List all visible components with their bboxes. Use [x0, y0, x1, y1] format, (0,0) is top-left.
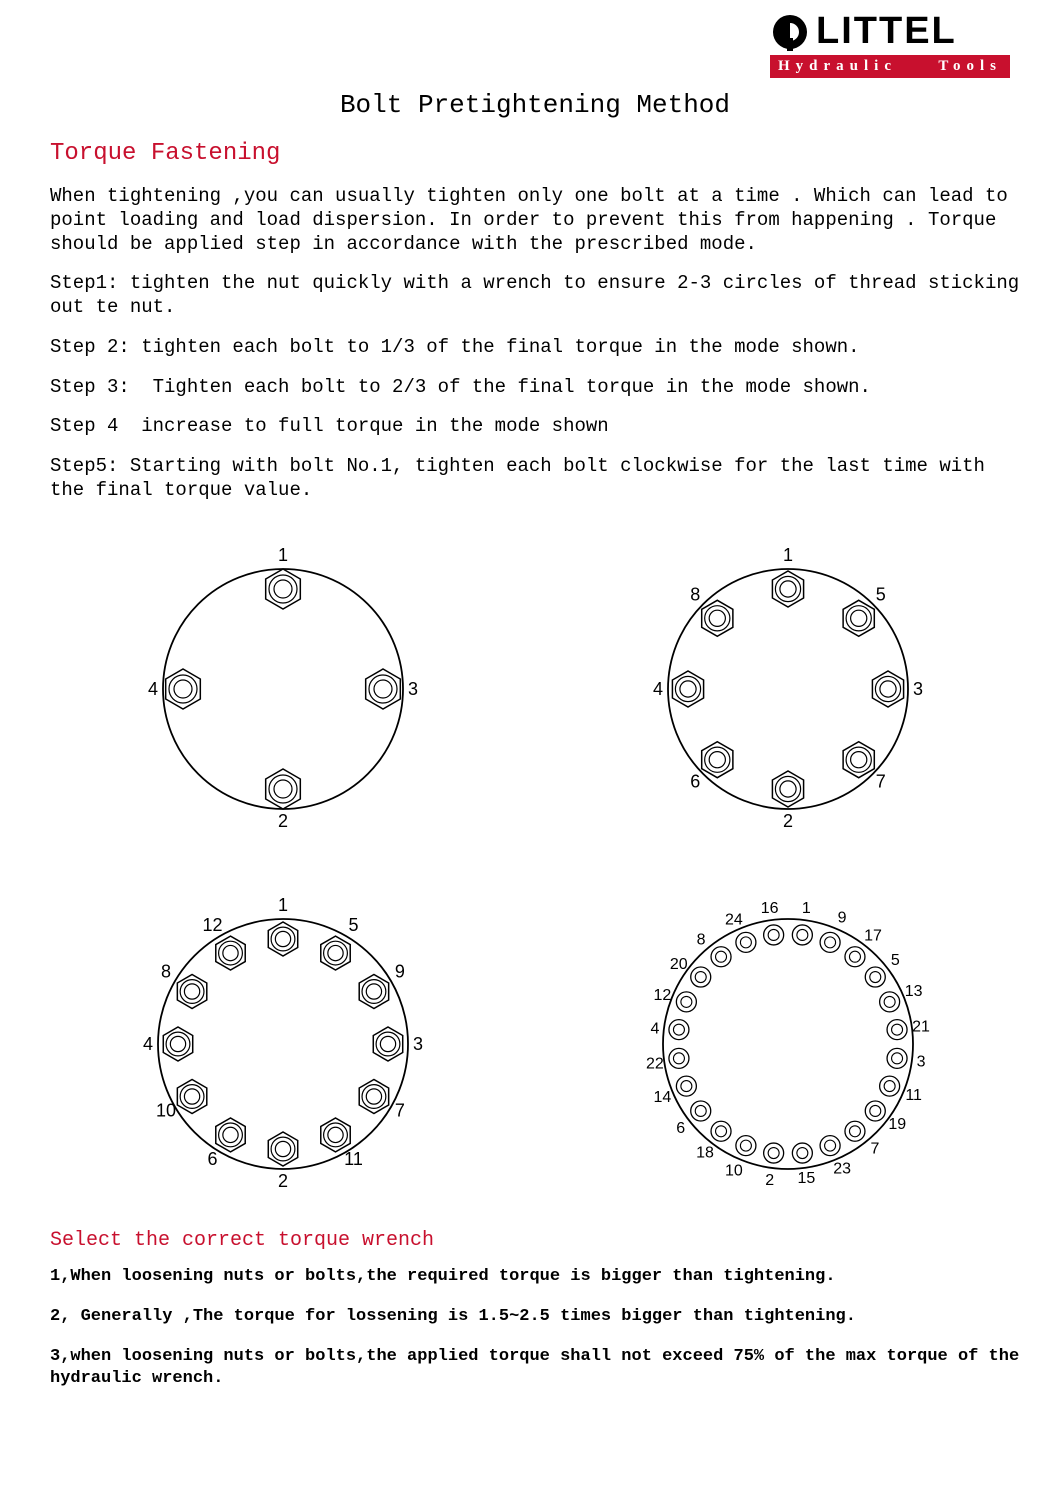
svg-text:7: 7: [394, 1100, 404, 1120]
svg-text:9: 9: [394, 961, 404, 981]
svg-text:2: 2: [782, 811, 792, 831]
svg-text:5: 5: [348, 915, 358, 935]
svg-text:4: 4: [650, 1020, 659, 1037]
step-1: Step1: tighten the nut quickly with a wr…: [50, 272, 1020, 320]
page: LITTEL Hydraulic Tools Bolt Pretightenin…: [0, 0, 1060, 1498]
svg-text:24: 24: [725, 911, 743, 928]
step-4: Step 4 increase to full torque in the mo…: [50, 415, 1020, 439]
svg-text:7: 7: [870, 1140, 879, 1157]
svg-text:19: 19: [888, 1115, 906, 1132]
svg-text:13: 13: [904, 982, 922, 999]
svg-text:7: 7: [875, 771, 885, 791]
intro-paragraph: When tightening ,you can usually tighten…: [50, 185, 1020, 256]
step-5: Step5: Starting with bolt No.1, tighten …: [50, 455, 1020, 503]
logo-text: LITTEL: [816, 10, 957, 53]
svg-text:1: 1: [801, 899, 810, 916]
svg-text:4: 4: [142, 1034, 152, 1054]
svg-text:15: 15: [797, 1170, 815, 1187]
flange-diagram-grid: 1 2 3 4 1 2 3 4 5 6 7: [50, 519, 1020, 1219]
svg-text:22: 22: [646, 1055, 664, 1072]
svg-text:5: 5: [875, 584, 885, 604]
svg-text:16: 16: [760, 899, 778, 916]
note-1: 1,When loosening nuts or bolts,the requi…: [50, 1266, 1020, 1288]
svg-text:12: 12: [653, 986, 671, 1003]
logo-icon: [770, 12, 810, 52]
svg-text:21: 21: [912, 1018, 930, 1035]
svg-text:11: 11: [344, 1148, 363, 1168]
svg-text:3: 3: [412, 1034, 422, 1054]
svg-text:8: 8: [161, 961, 171, 981]
svg-text:11: 11: [905, 1087, 922, 1104]
section-select-wrench: Select the correct torque wrench: [50, 1229, 1020, 1252]
svg-text:1: 1: [277, 895, 287, 915]
svg-text:2: 2: [277, 1171, 287, 1191]
flange-12-bolt: 1 2 3 4 5 6 7 8 9 10 11: [50, 869, 515, 1219]
brand-logo: LITTEL Hydraulic Tools: [770, 10, 1010, 78]
svg-text:3: 3: [407, 679, 417, 699]
svg-text:12: 12: [202, 915, 222, 935]
svg-text:10: 10: [725, 1162, 743, 1179]
svg-text:6: 6: [676, 1119, 685, 1136]
logo-row: LITTEL: [770, 10, 1010, 53]
flange-8-bolt: 1 2 3 4 5 6 7 8: [555, 519, 1020, 859]
note-2: 2, Generally ,The torque for lossening i…: [50, 1306, 1020, 1328]
svg-text:5: 5: [890, 952, 899, 969]
svg-text:8: 8: [690, 584, 700, 604]
svg-text:20: 20: [669, 956, 687, 973]
svg-text:2: 2: [277, 811, 287, 831]
svg-text:6: 6: [207, 1148, 217, 1168]
step-2: Step 2: tighten each bolt to 1/3 of the …: [50, 336, 1020, 360]
section-torque-fastening: Torque Fastening: [50, 140, 1020, 167]
svg-text:4: 4: [652, 679, 662, 699]
svg-text:6: 6: [690, 771, 700, 791]
logo-sub-1: Hydraulic: [778, 58, 897, 75]
svg-text:14: 14: [653, 1089, 671, 1106]
svg-text:10: 10: [156, 1100, 176, 1120]
logo-sub-2: Tools: [938, 58, 1002, 75]
svg-text:8: 8: [696, 931, 705, 948]
svg-text:4: 4: [147, 679, 157, 699]
svg-text:3: 3: [916, 1053, 925, 1070]
flange-24-bolt: 1 2 3 4 5 6 7 8 9 10 11 12 13 14: [555, 869, 1020, 1219]
svg-text:17: 17: [864, 927, 882, 944]
svg-text:1: 1: [277, 545, 287, 565]
step-3: Step 3: Tighten each bolt to 2/3 of the …: [50, 376, 1020, 400]
svg-text:23: 23: [833, 1160, 851, 1177]
svg-text:1: 1: [782, 545, 792, 565]
svg-text:9: 9: [837, 909, 846, 926]
svg-text:3: 3: [912, 679, 922, 699]
svg-text:18: 18: [696, 1144, 714, 1161]
svg-text:2: 2: [765, 1172, 774, 1189]
page-title: Bolt Pretightening Method: [50, 90, 1020, 120]
note-3: 3,when loosening nuts or bolts,the appli…: [50, 1346, 1020, 1390]
flange-4-bolt: 1 2 3 4: [50, 519, 515, 859]
logo-subtitle: Hydraulic Tools: [770, 55, 1010, 78]
